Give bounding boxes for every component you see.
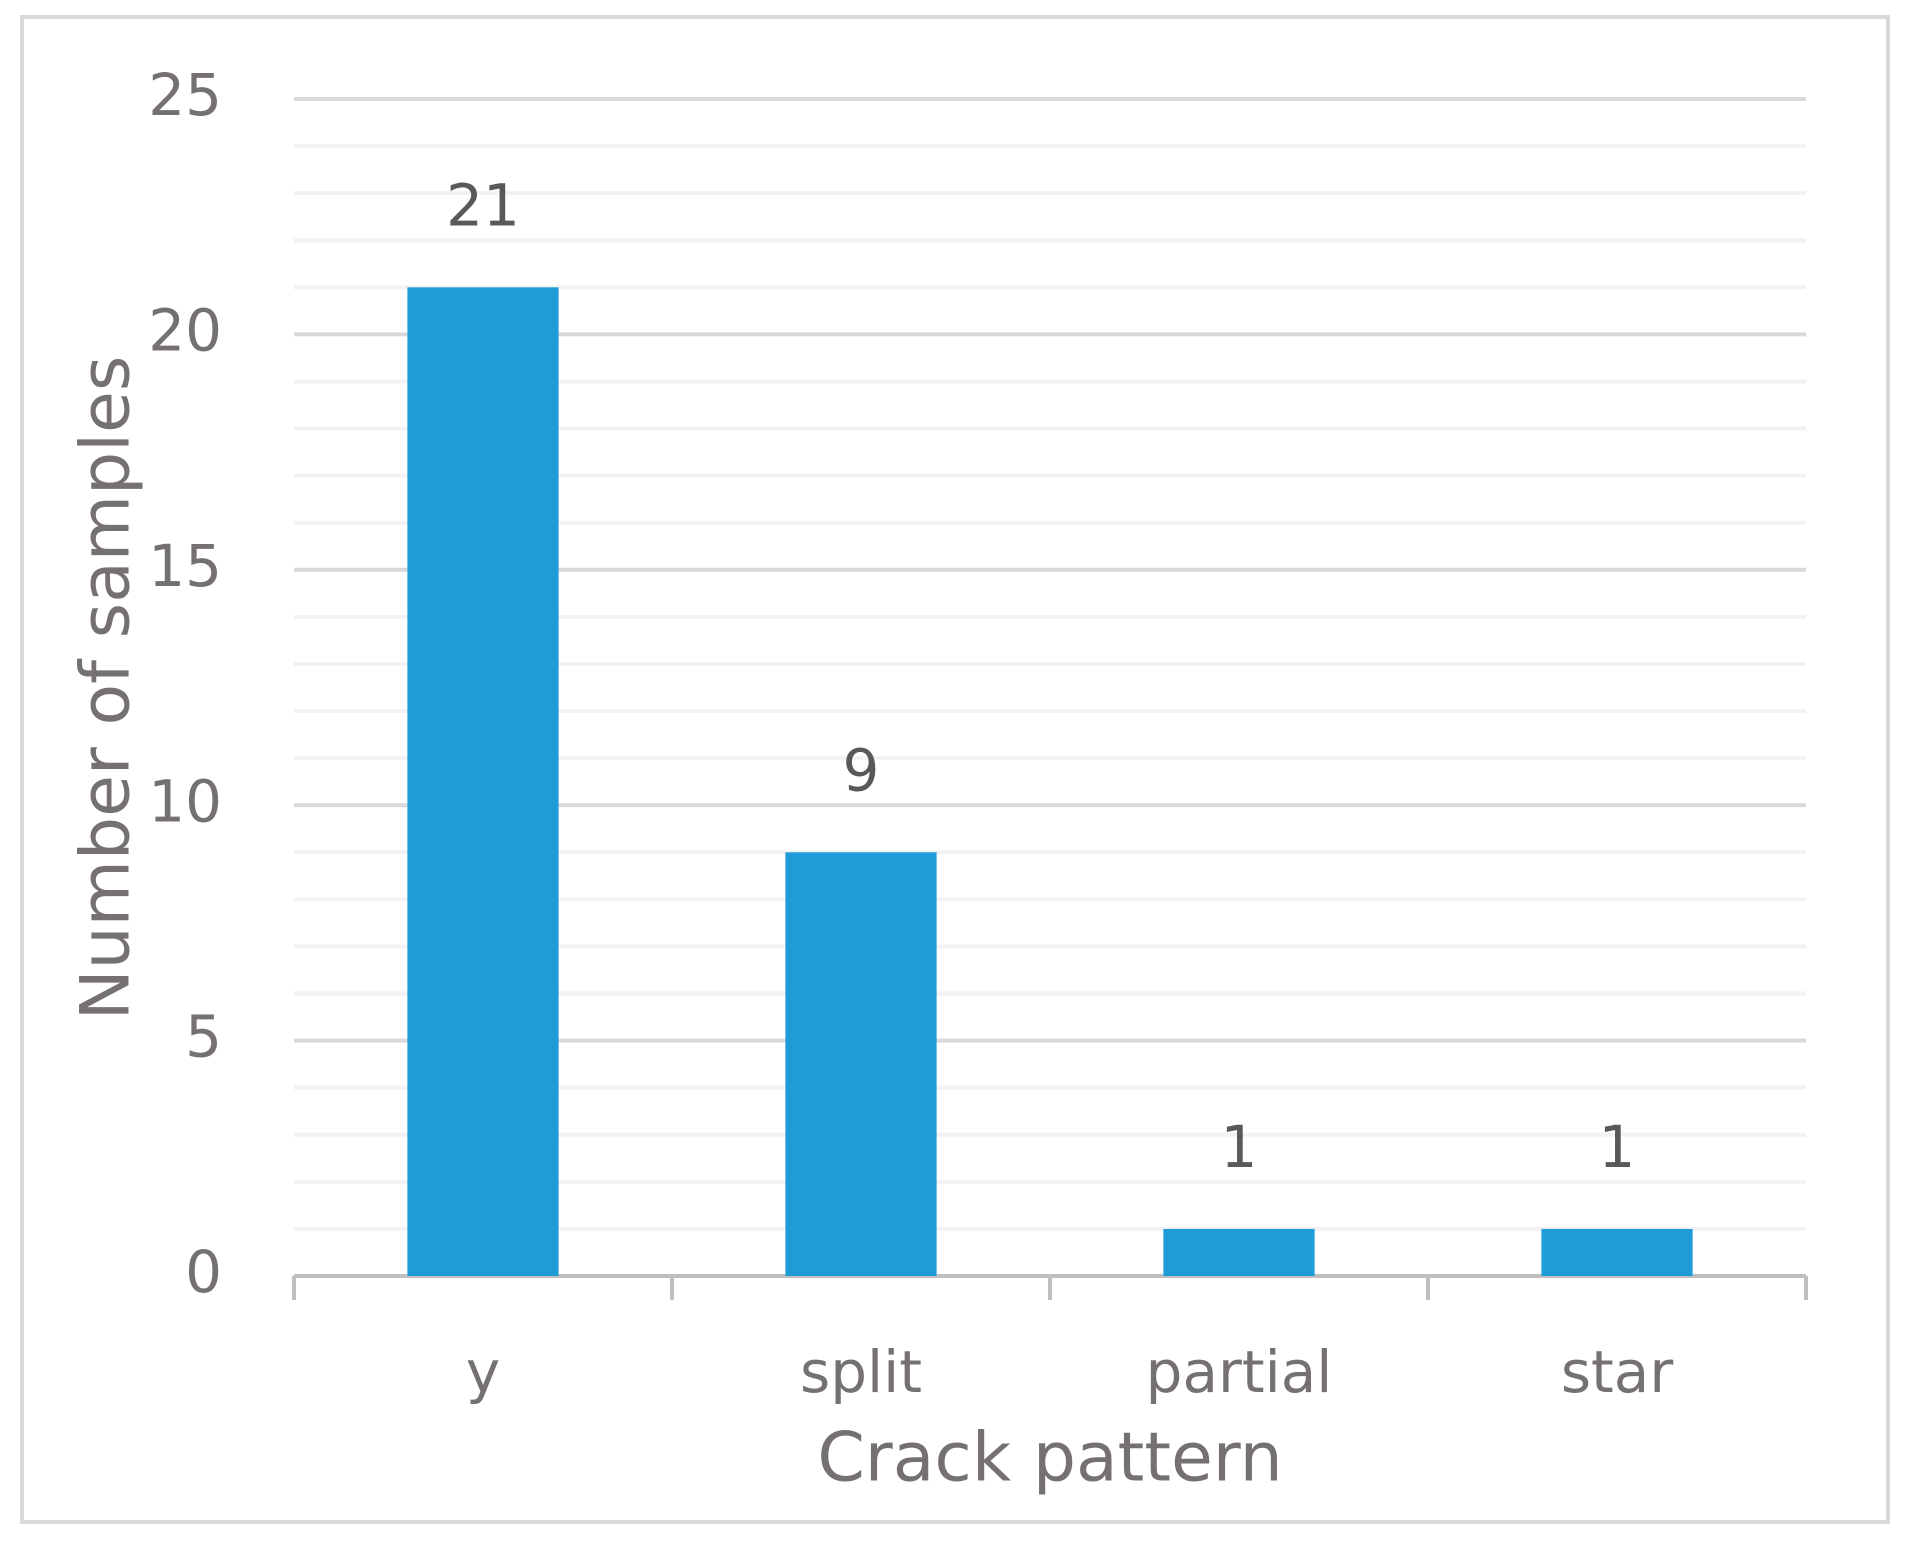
x-tick-label: partial <box>1146 1338 1333 1406</box>
x-axis-title: Crack pattern <box>817 1419 1282 1498</box>
data-label: 9 <box>843 736 880 804</box>
bar <box>1541 1228 1693 1276</box>
data-label: 21 <box>446 171 520 239</box>
y-axis-title: Number of samples <box>67 356 146 1021</box>
chart-frame <box>20 15 1890 1524</box>
x-tick-label: split <box>800 1338 922 1406</box>
y-tick-label: 5 <box>185 1003 222 1071</box>
data-label: 1 <box>1599 1113 1636 1181</box>
y-tick-label: 20 <box>148 297 222 365</box>
data-label: 1 <box>1221 1113 1258 1181</box>
y-tick-label: 0 <box>185 1238 222 1306</box>
y-tick-label: 10 <box>148 767 222 835</box>
bar <box>407 287 559 1276</box>
y-tick-label: 15 <box>148 532 222 600</box>
x-tick-label: star <box>1561 1338 1674 1406</box>
y-tick-label: 25 <box>148 61 222 129</box>
bar <box>1163 1228 1315 1276</box>
bar <box>785 852 937 1276</box>
x-tick-label: y <box>466 1338 500 1406</box>
